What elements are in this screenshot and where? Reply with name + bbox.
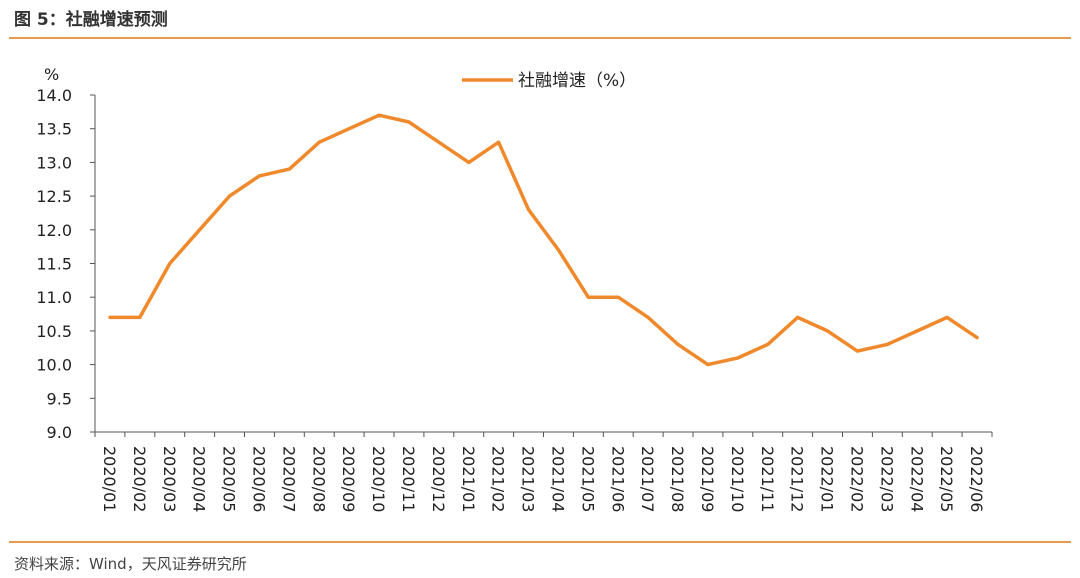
x-tick-label: 2021/10 xyxy=(728,446,747,512)
data-point xyxy=(855,349,859,353)
y-tick-label: 11.0 xyxy=(36,288,72,307)
y-tick-label: 10.5 xyxy=(36,322,72,341)
data-point xyxy=(646,315,650,319)
data-point xyxy=(915,329,919,333)
data-point xyxy=(437,140,441,144)
data-point xyxy=(497,140,501,144)
x-tick-label: 2021/05 xyxy=(578,446,597,512)
x-tick-label: 2020/02 xyxy=(130,446,149,512)
data-point xyxy=(766,342,770,346)
y-tick-label: 9.0 xyxy=(47,423,72,442)
x-tick-label: 2020/05 xyxy=(220,446,239,512)
x-tick-label: 2020/03 xyxy=(160,446,179,512)
x-tick-label: 2021/02 xyxy=(489,446,508,512)
x-tick-label: 2021/08 xyxy=(668,446,687,512)
x-axis-ticks: 2020/01 2020/02 2020/03 2020/04 2020/05 2020/… xyxy=(94,432,993,512)
x-tick-label: 2020/07 xyxy=(279,446,298,512)
y-tick-label: 13.5 xyxy=(36,120,72,139)
x-tick-label: 2020/12 xyxy=(429,446,448,512)
data-point xyxy=(347,127,351,131)
chart-axes xyxy=(94,95,992,433)
data-point xyxy=(556,248,560,252)
data-point xyxy=(706,363,710,367)
data-point xyxy=(736,356,740,360)
x-tick-label: 2022/04 xyxy=(907,446,926,512)
x-tick-label: 2020/09 xyxy=(339,446,358,512)
y-tick-label: 11.5 xyxy=(36,255,72,274)
x-tick-label: 2020/08 xyxy=(309,446,328,512)
y-tick-label: 12.5 xyxy=(36,187,72,206)
legend-label: 社融增速（%） xyxy=(518,71,636,91)
data-point xyxy=(527,208,531,212)
x-tick-label: 2020/10 xyxy=(369,446,388,512)
data-point xyxy=(975,336,979,340)
source-note: 资料来源：Wind，天风证券研究所 xyxy=(14,555,247,573)
x-tick-label: 2020/11 xyxy=(399,446,418,512)
x-tick-label: 2020/01 xyxy=(100,446,119,512)
x-tick-label: 2021/07 xyxy=(638,446,657,512)
x-tick-label: 2022/06 xyxy=(967,446,986,512)
y-tick-label: 12.0 xyxy=(36,221,72,240)
line-chart: 9.0 9.5 10.0 10.5 11.0 11.5 12.0 12.5 13.0 13.5 14… xyxy=(36,65,993,512)
y-axis-ticks: 9.0 9.5 10.0 10.5 11.0 11.5 12.0 12.5 13.0 13.5 14… xyxy=(36,86,95,442)
chart-legend: 社融增速（%） xyxy=(462,71,636,91)
data-point xyxy=(796,315,800,319)
data-point xyxy=(317,140,321,144)
data-point xyxy=(108,315,112,319)
x-tick-label: 2022/03 xyxy=(877,446,896,512)
y-tick-label: 10.0 xyxy=(36,356,72,375)
data-point xyxy=(676,342,680,346)
y-tick-label: 14.0 xyxy=(36,86,72,105)
data-point xyxy=(168,262,172,265)
data-point xyxy=(138,315,142,319)
plot-area xyxy=(108,113,979,367)
x-tick-label: 2022/02 xyxy=(847,446,866,512)
data-point xyxy=(198,228,202,232)
x-tick-label: 2021/01 xyxy=(459,446,478,512)
data-point xyxy=(377,113,381,117)
x-tick-label: 2021/06 xyxy=(608,446,627,512)
y-axis-unit-label: % xyxy=(44,65,59,84)
x-tick-label: 2022/05 xyxy=(937,446,956,512)
x-tick-label: 2020/06 xyxy=(249,446,268,512)
figure-title: 图 5：社融增速预测 xyxy=(14,10,168,30)
series-line xyxy=(108,113,979,367)
x-tick-label: 2021/12 xyxy=(788,446,807,512)
x-tick-label: 2021/11 xyxy=(758,446,777,512)
x-tick-label: 2021/09 xyxy=(698,446,717,512)
data-point xyxy=(826,329,830,333)
data-point xyxy=(407,120,411,124)
top-divider xyxy=(9,37,1071,39)
data-point xyxy=(616,295,620,299)
x-tick-label: 2021/03 xyxy=(519,446,538,512)
y-tick-label: 9.5 xyxy=(47,389,72,408)
y-tick-label: 13.0 xyxy=(36,153,72,172)
data-point xyxy=(287,167,291,171)
data-point xyxy=(228,194,232,198)
data-point xyxy=(467,160,471,164)
x-tick-label: 2022/01 xyxy=(818,446,837,512)
x-tick-label: 2020/04 xyxy=(190,446,209,512)
bottom-divider xyxy=(9,541,1071,543)
x-tick-label: 2021/04 xyxy=(548,446,567,512)
data-point xyxy=(586,295,590,299)
data-point xyxy=(945,315,949,319)
data-point xyxy=(885,342,889,346)
data-point xyxy=(257,174,261,178)
